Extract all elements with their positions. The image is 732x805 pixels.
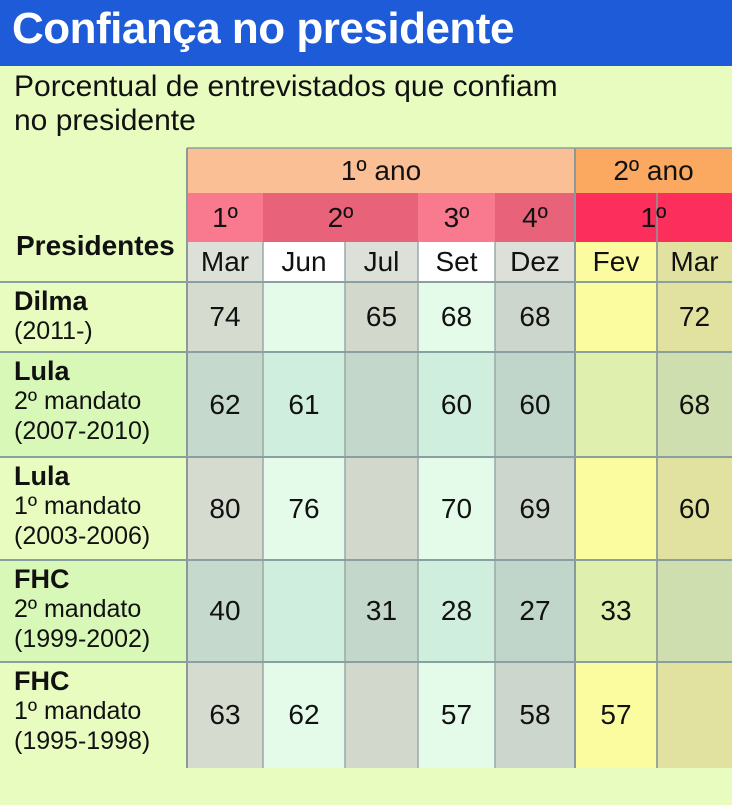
row-tint: [187, 560, 732, 662]
column-bg: [575, 242, 657, 768]
month-label: Fev: [592, 246, 640, 277]
month-label: Set: [435, 246, 478, 277]
data-value: 33: [600, 595, 632, 626]
month-header-bg: [187, 242, 263, 282]
month-header-bg: [263, 242, 345, 282]
term-label: (1995-1998): [14, 727, 151, 755]
data-value: 28: [440, 595, 473, 626]
data-value: 60: [519, 388, 551, 420]
term-label: (2007-2010): [14, 417, 151, 445]
year-label: 2º ano: [613, 154, 694, 186]
president-name: FHC: [14, 666, 70, 696]
data-value: 27: [519, 595, 551, 626]
data-value: 76: [288, 492, 320, 524]
president-name: FHC: [14, 564, 70, 594]
term-label: (2011-): [14, 317, 93, 345]
term-label: 2º mandato: [14, 595, 142, 623]
quarter-label: 4º: [522, 201, 548, 233]
quarter-label: 2º: [327, 201, 354, 233]
row-header: Presidentes: [16, 230, 175, 261]
quarter-header-bg: [263, 193, 418, 242]
row-label-bg: [0, 560, 187, 662]
month-header-bg: [345, 242, 418, 282]
year-label: 1º ano: [340, 154, 422, 186]
month-label: Jun: [281, 246, 327, 277]
data-value: 69: [519, 492, 551, 524]
term-label: 1º mandato: [14, 697, 142, 725]
month-label: Mar: [670, 246, 719, 277]
month-header-bg: [495, 242, 575, 282]
month-header-bg: [418, 242, 495, 282]
column-bg: [263, 242, 345, 768]
data-value: 63: [209, 699, 241, 730]
data-value: 68: [678, 388, 711, 420]
data-value: 61: [288, 388, 320, 420]
row-label: Dilma (2011-): [14, 286, 93, 346]
data-value: 40: [209, 595, 241, 626]
data-value: 31: [365, 595, 398, 626]
row-label: Lula 1º mandato (2003-2006): [14, 461, 150, 551]
month-label: Dez: [510, 246, 560, 277]
quarter-header-bg: [418, 193, 495, 242]
month-header-bg: [657, 242, 732, 282]
column-bg: [345, 242, 418, 768]
quarter-label: 1º: [212, 201, 238, 233]
row-label: Lula 2º mandato (2007-2010): [14, 356, 150, 446]
term-label: 1º mandato: [14, 492, 142, 520]
column-bg: [657, 242, 732, 768]
data-value: 57: [440, 699, 473, 730]
column-bg: [495, 242, 575, 768]
year2-header-bg: [575, 148, 732, 193]
year1-header-bg: [187, 148, 575, 193]
president-name: Lula: [14, 356, 70, 386]
data-value: 80: [209, 492, 241, 524]
quarter-header-bg: [495, 193, 575, 242]
president-name: Dilma: [14, 286, 88, 316]
month-label: Mar: [200, 246, 250, 277]
data-value: 62: [209, 388, 241, 420]
quarter-label: 1º: [640, 201, 667, 233]
column-bg: [418, 242, 495, 768]
data-value: 65: [365, 301, 398, 332]
data-value: 68: [519, 301, 551, 332]
data-value: 57: [600, 699, 632, 730]
quarter-header-bg: [575, 193, 732, 242]
term-label: 2º mandato: [14, 387, 142, 415]
quarter-header-bg: [187, 193, 263, 242]
data-value: 60: [678, 492, 711, 524]
data-value: 72: [678, 301, 711, 332]
column-bg: [187, 242, 263, 768]
title-bar: Confiança no presidente: [0, 0, 732, 66]
chart-subtitle: Porcentual de entrevistados que confiam …: [14, 70, 558, 137]
quarter-label: 3º: [443, 201, 470, 233]
row-label: FHC 1º mandato (1995-1998): [14, 666, 150, 756]
term-label: (2003-2006): [14, 522, 151, 550]
chart-title: Confiança no presidente: [12, 4, 514, 53]
term-label: (1999-2002): [14, 625, 151, 653]
row-tint: [187, 352, 732, 457]
president-name: Lula: [14, 461, 70, 491]
data-value: 68: [440, 301, 473, 332]
data-value: 62: [288, 699, 320, 730]
data-value: 58: [519, 699, 551, 730]
row-label: FHC 2º mandato (1999-2002): [14, 564, 150, 654]
row-label-bg: [0, 352, 187, 457]
month-label: Jul: [363, 246, 400, 277]
data-value: 60: [440, 388, 473, 420]
data-value: 74: [209, 301, 241, 332]
month-header-bg: [575, 242, 657, 282]
data-value: 70: [440, 492, 473, 524]
